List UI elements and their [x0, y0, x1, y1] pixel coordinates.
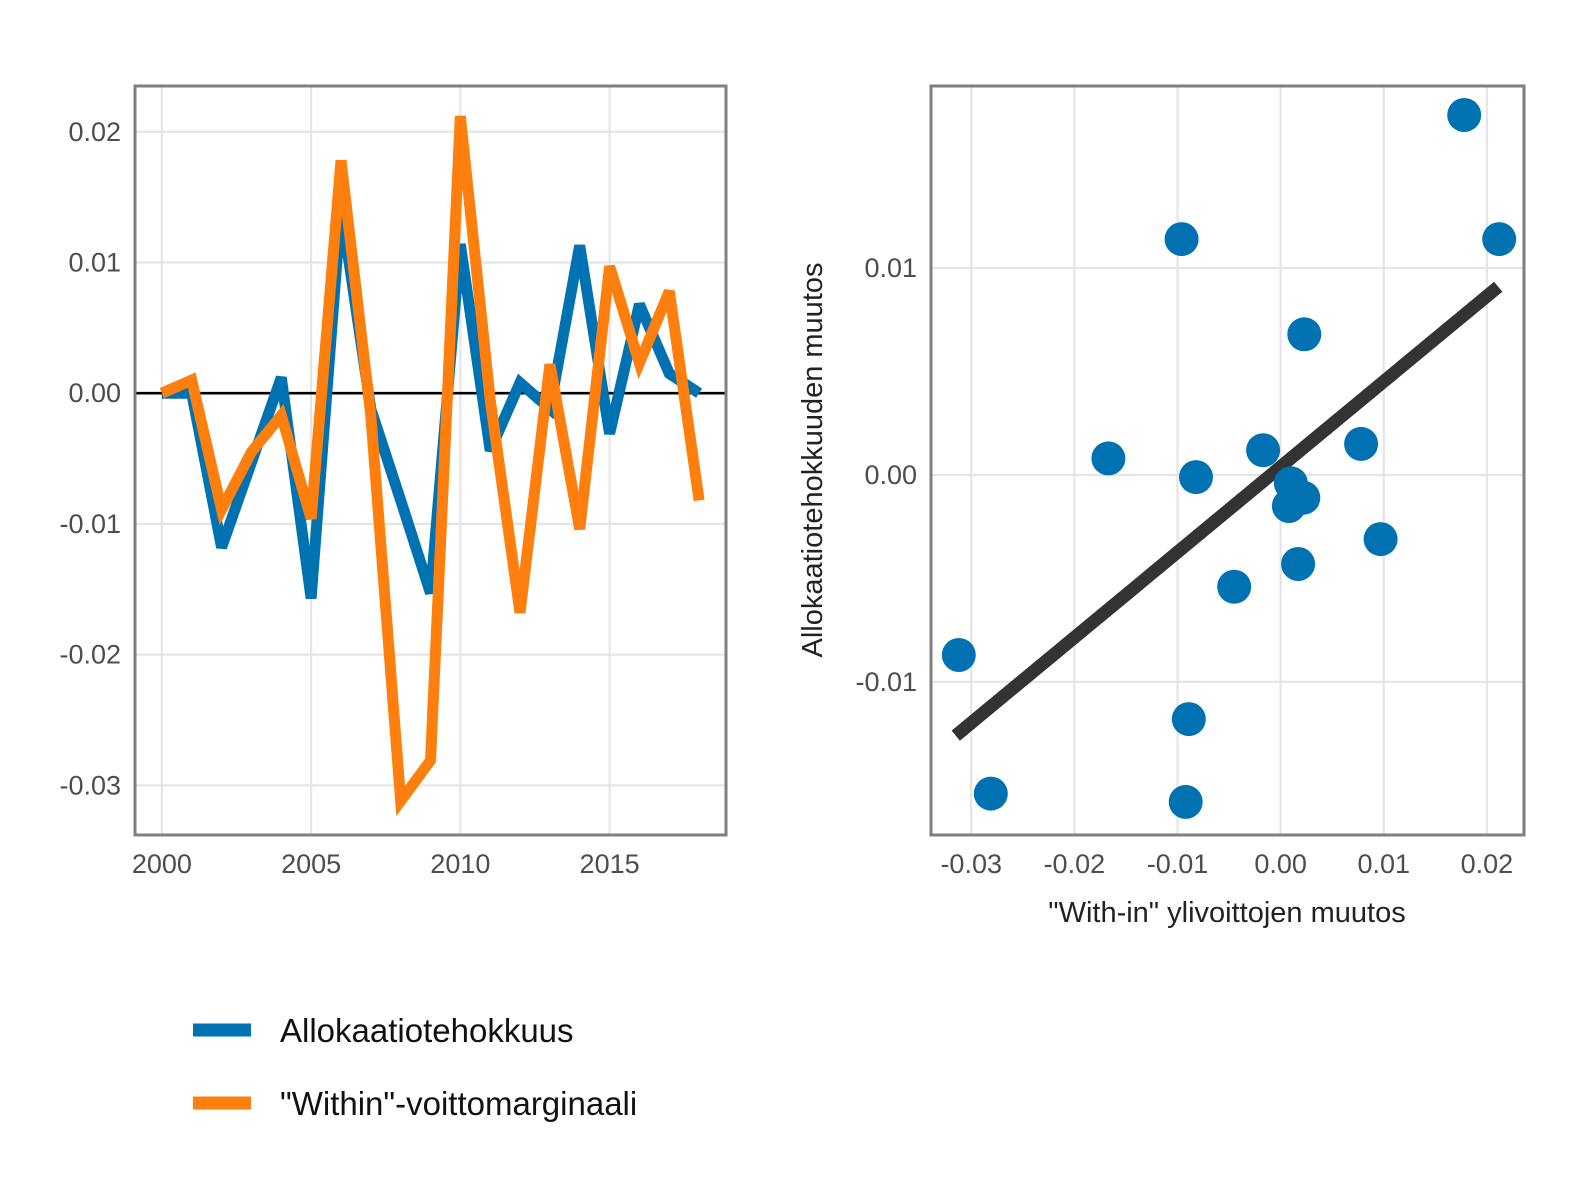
y-tick-label: -0.01 [59, 509, 121, 539]
timeseries-x-tick-labels: 2000 2005 2010 2015 [132, 849, 640, 879]
x-tick-label: 2015 [580, 849, 640, 879]
timeseries-lines [159, 115, 705, 817]
x-tick-label: 0.01 [1357, 849, 1410, 879]
legend-label-within-voittomarginaali: "Within"-voittomarginaali [280, 1085, 637, 1122]
scatter-point [1246, 433, 1281, 468]
scatter-x-tick-labels: -0.03 -0.02 -0.01 0.00 0.01 0.02 [940, 849, 1513, 879]
scatter-point [1287, 317, 1322, 352]
scatter-point [1447, 98, 1482, 132]
x-tick-label: 2005 [281, 849, 341, 879]
y-tick-label: -0.02 [59, 640, 121, 670]
legend: Allokaatiotehokkuus "Within"-voittomargi… [193, 1012, 637, 1122]
legend-label-allokaatiotehokkuus: Allokaatiotehokkuus [280, 1012, 574, 1049]
scatter-point [1281, 547, 1316, 581]
x-tick-label: 2000 [132, 849, 192, 879]
scatter-point [941, 638, 976, 672]
scatter-chart: 0.010.00-0.01 -0.03 -0.02 -0.01 0.00 0.01 0.0… [797, 84, 1526, 929]
scatter-point [1217, 569, 1252, 604]
y-tick-label: -0.01 [855, 667, 917, 697]
x-tick-label: -0.01 [1147, 849, 1209, 879]
scatter-point [973, 776, 1008, 811]
timeseries-chart: 0.02 0.01 0.00 -0.01 -0.02 -0.03 2000 2005 2010… [59, 84, 728, 879]
regression-line [951, 281, 1503, 741]
scatter-x-axis-title: "With-in" ylivoittojen muutos [1048, 897, 1405, 929]
y-tick-label: 0.02 [68, 117, 121, 147]
y-tick-label: 0.01 [864, 253, 917, 283]
timeseries-panel-border [133, 84, 728, 837]
x-tick-label: 0.02 [1461, 849, 1514, 879]
scatter-point [1363, 522, 1398, 557]
scatter-point [1344, 426, 1379, 461]
scatter-point [1286, 480, 1321, 515]
scatter-y-tick-labels: 0.01 0.00 -0.01 [855, 253, 917, 697]
x-tick-label: 2010 [430, 849, 490, 879]
scatter-panel-border [929, 84, 1526, 837]
scatter-points [941, 98, 1517, 819]
scatter-y-axis-title: Allokaatiotehokkuuden muutos [797, 263, 829, 658]
scatter-point [1168, 784, 1203, 819]
y-tick-label: -0.03 [59, 770, 121, 800]
series-line-within-voittomarginaali [159, 115, 705, 817]
timeseries-y-tick-labels: 0.02 0.01 0.00 -0.01 -0.02 -0.03 [59, 117, 121, 801]
y-tick-label: 0.00 [864, 460, 917, 490]
y-tick-label: 0.01 [68, 247, 121, 277]
scatter-point [1164, 222, 1199, 257]
x-tick-label: -0.03 [940, 849, 1002, 879]
scatter-point [1171, 702, 1206, 737]
scatter-point [1482, 222, 1517, 257]
x-tick-label: -0.02 [1044, 849, 1106, 879]
scatter-point [1179, 460, 1213, 495]
scatter-point [1091, 441, 1126, 476]
y-tick-label: 0.00 [68, 378, 121, 408]
fit-line [951, 281, 1503, 741]
x-tick-label: 0.00 [1254, 849, 1307, 879]
